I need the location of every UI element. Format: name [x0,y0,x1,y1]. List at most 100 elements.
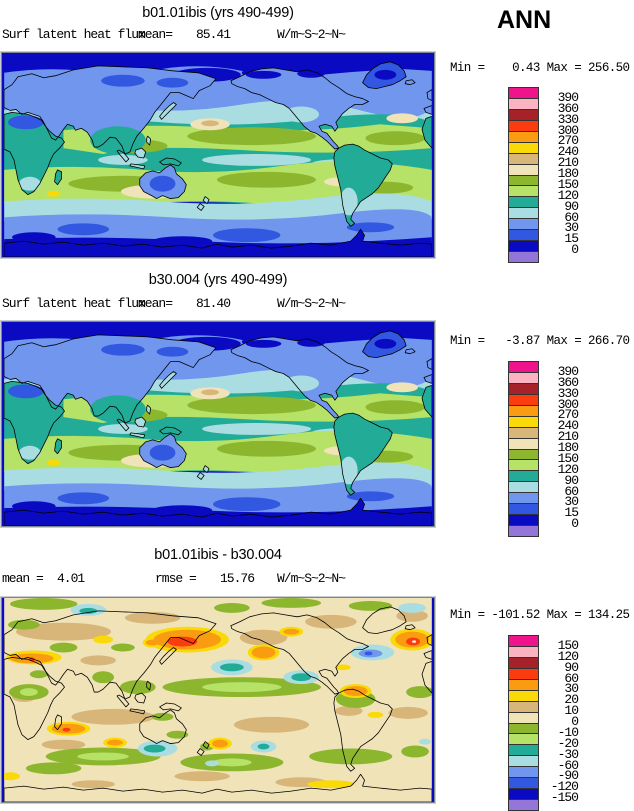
panel2-map [1,321,435,527]
colorbar-tick-label: 15 [564,231,579,247]
colorbar-cell [509,645,538,657]
colorbar-tick-label: 300 [557,396,579,412]
panel1-map-svg [2,53,434,257]
colorbar-cell [509,744,538,756]
colorbar-tick-label: 240 [557,418,579,434]
panel3-units: W/m~S~2~N~ [277,571,346,586]
colorbar-tick-label: 390 [557,363,579,379]
colorbar-cell [509,525,538,536]
colorbar-tick-label: 0 [571,714,579,729]
panel1-subtitle: Surf latent heat flux mean= 85.41 W/m~S~… [0,27,450,43]
colorbar-cell [509,130,538,142]
panel1-mean-label: mean= [138,27,173,42]
colorbar-cell [509,678,538,690]
colorbar-tick-label: 60 [564,670,579,686]
panel2-colorbar-labels: 390 360 330 300 270 240 210 180 150 120 90 60 30 15 0 [541,361,579,537]
colorbar-cell [509,711,538,723]
panel1-colorbar-labels: 390 360 330 300 270 240 210 180 150 120 90 60 30 15 0 [541,87,579,263]
panel3-colorbar-labels: 150 120 90 60 30 20 10 0 -10 -20 -30 -60 -90 -120 -150 [541,635,579,811]
colorbar-tick-label: 90 [564,198,579,214]
colorbar-cell [509,404,538,416]
colorbar-tick-label: 180 [557,166,579,181]
colorbar-tick-label: 60 [564,483,579,499]
colorbar-tick-label: -30 [557,746,579,762]
colorbar-cell [509,777,538,789]
colorbar-cell [509,88,538,98]
colorbar-tick-label: 30 [564,681,579,697]
panel1-colorbar [508,87,539,263]
colorbar-cell [509,492,538,504]
colorbar-tick-label: -10 [557,724,579,740]
colorbar-tick-label: 180 [557,440,579,455]
colorbar-cell [509,207,538,219]
colorbar-cell [509,174,538,186]
colorbar-tick-label: 30 [564,494,579,510]
colorbar-cell [509,152,538,164]
colorbar-cell [509,240,538,252]
colorbar-tick-label: 270 [557,407,579,423]
colorbar-tick-label: 120 [557,461,579,477]
panel2-subtitle: Surf latent heat flux mean= 81.40 W/m~S~… [0,296,450,312]
colorbar-tick-label: 210 [557,155,579,171]
colorbar-cell [509,722,538,734]
panel3-rmse-label: rmse = [155,571,197,586]
panel2-units: W/m~S~2~N~ [277,296,346,311]
colorbar-tick-label: 150 [557,176,579,192]
colorbar-tick-label: 20 [564,692,579,708]
colorbar-cell [509,119,538,131]
panel1-title: b01.01ibis (yrs 490-499) [142,5,294,21]
colorbar-tick-label: 360 [557,374,579,390]
colorbar-cell [509,470,538,482]
panel3-title: b01.01ibis - b30.004 [154,547,282,563]
colorbar-tick-label: 150 [557,637,579,653]
colorbar-tick-label: -60 [557,757,579,773]
colorbar-tick-label: 15 [564,505,579,521]
colorbar-tick-label: 330 [557,111,579,127]
colorbar-tick-label: -20 [557,735,579,751]
panel1-mean-value: 85.41 [196,27,231,42]
colorbar-tick-label: 10 [564,703,579,719]
panel2-colorbar [508,361,539,537]
colorbar-tick-label: 330 [557,385,579,401]
colorbar-cell [509,185,538,197]
colorbar-tick-label: -90 [557,768,579,784]
colorbar-tick-label: -150 [550,790,579,806]
panel3-map-svg [2,598,434,802]
colorbar-tick-label: 210 [557,429,579,445]
colorbar-cell [509,141,538,153]
panel3-mean-label: mean = [2,571,44,586]
colorbar-tick-label: 0 [571,516,579,532]
colorbar-tick-label: 30 [564,220,579,236]
panel3-minmax: Min = -101.52 Max = 134.25 [450,608,630,622]
panel2-map-svg [2,322,434,526]
colorbar-tick-label: 150 [557,450,579,466]
panel1-units: W/m~S~2~N~ [277,27,346,42]
colorbar-cell [509,656,538,668]
panel3-mean-value: 4.01 [57,571,85,586]
colorbar-cell [509,733,538,745]
colorbar-cell [509,371,538,383]
colorbar-cell [509,481,538,493]
panel1-minmax: Min = 0.43 Max = 256.50 [450,61,630,75]
panel3-subtitle: mean = 4.01 rmse = 15.76 W/m~S~2~N~ [0,571,450,587]
colorbar-cell [509,229,538,241]
colorbar-cell [509,503,538,515]
colorbar-cell [509,415,538,427]
colorbar-cell [509,97,538,109]
panel1-map [1,52,435,258]
panel2-minmax: Min = -3.87 Max = 266.70 [450,334,630,348]
colorbar-tick-label: 120 [557,648,579,664]
panel1-variable-label: Surf latent heat flux [2,27,146,42]
colorbar-cell [509,689,538,701]
colorbar-cell [509,788,538,800]
colorbar-tick-label: 240 [557,144,579,160]
colorbar-cell [509,700,538,712]
colorbar-cell [509,755,538,767]
colorbar-cell [509,636,538,646]
colorbar-tick-label: 90 [564,472,579,488]
colorbar-cell [509,108,538,120]
colorbar-tick-label: 60 [564,209,579,225]
colorbar-cell [509,196,538,208]
colorbar-tick-label: 90 [564,659,579,675]
